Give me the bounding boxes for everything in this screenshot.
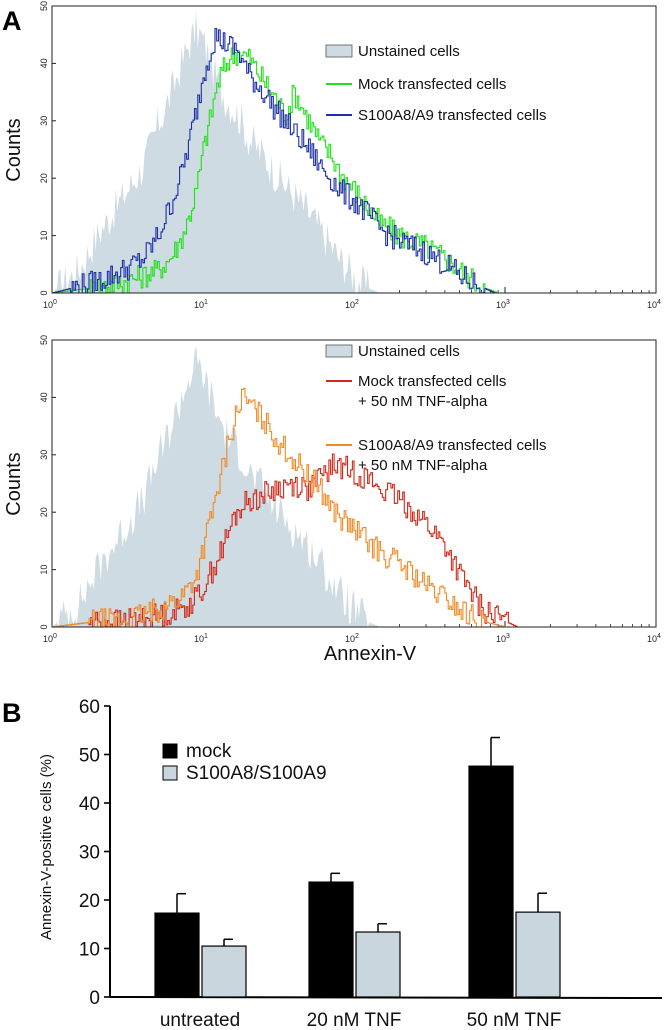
top-series-2 [52,28,495,294]
histogram-bottom-legend: Unstained cells Mock transfected cells + 5… [325,343,546,474]
bar-chart-bars: untreated 20 nM TNF 50 nM TNF [154,736,562,1030]
bar-mock [154,912,200,998]
bar-y-tick-label: 30 [79,843,100,864]
y-tick-label: 40 [39,392,49,402]
x-tick-label: 102 [345,633,359,644]
histogram-bottom-y-label: Counts [3,452,25,515]
histogram-bottom: 0 10 20 30 40 50 100 101 102 103 104 Unstained cel… [3,335,661,665]
y-tick-label: 30 [39,116,49,126]
bottom-series-2 [52,387,506,628]
x-tick-label: 101 [194,299,208,310]
histogram-top-frame [51,5,657,294]
bar-y-tick-label: 20 [79,891,100,912]
bar-legend-swatch [162,743,178,759]
legend-label-line2: + 50 nM TNF-alpha [358,457,488,474]
histogram-top-legend: Unstained cells Mock transfected cells S10… [325,43,546,124]
bar-chart-y-label: Annexin-V-positive cells (%) [38,754,55,940]
x-tick-label: 101 [194,633,208,644]
legend-swatch-unstained [325,344,353,358]
y-tick-label: 10 [39,565,49,575]
y-tick-label: 10 [39,231,49,241]
x-tick-label: 104 [647,633,661,644]
top-series-unstained [52,9,381,294]
bar-s100 [515,911,561,998]
bar-y-tick-label: 40 [79,794,100,815]
y-tick-label: 30 [39,450,49,460]
x-tick-label: 100 [43,299,57,310]
legend-label: S100A8/A9 transfected cells [358,107,546,124]
histogram-top-y-label: Counts [3,118,25,181]
y-tick-label: 20 [39,507,49,517]
bar-y-tick-label: 60 [79,697,100,718]
bottom-series-1 [52,453,518,628]
histogram-bottom-series [52,345,518,628]
bar-s100 [355,931,401,998]
x-tick-label: 103 [496,299,510,310]
x-tick-label: 100 [43,633,57,644]
bar-mock [308,881,354,998]
x-tick-label: 102 [345,299,359,310]
bar-category-label: 50 nM TNF [467,1010,562,1030]
x-tick-label: 104 [647,299,661,310]
histogram-top: 0 10 20 30 40 50 100 101 102 103 104 Unstained cel… [3,1,661,310]
bar-legend-label: mock [186,741,232,762]
panel-label-b: B [2,698,22,728]
legend-label: Unstained cells [358,43,460,60]
x-tick-label: 103 [496,633,510,644]
y-tick-label: 20 [39,173,49,183]
histogram-top-series [52,9,656,294]
bar-mock [468,765,514,998]
panel-label-a: A [2,6,22,36]
y-tick-label: 40 [39,58,49,68]
bar-s100 [201,945,247,998]
legend-label: Mock transfected cells [358,76,506,93]
y-tick-label: 50 [39,1,49,11]
histogram-bottom-x-label: Annexin-V [324,643,417,665]
bar-y-tick-label: 50 [79,746,100,767]
bar-legend-swatch [162,765,178,781]
bar-category-label: 20 nM TNF [307,1010,402,1030]
bar-y-tick-label: 10 [79,940,100,961]
legend-label: S100A8/A9 transfected cells [358,437,546,454]
bar-category-label: untreated [160,1010,240,1030]
y-tick-label: 0 [39,624,49,629]
y-tick-label: 0 [39,290,49,295]
y-tick-label: 50 [39,335,49,345]
top-series-1 [52,47,656,294]
legend-label-line2: + 50 nM TNF-alpha [358,393,488,410]
bar-legend-label: S100A8/S100A9 [186,763,327,784]
bottom-series-unstained [52,345,381,627]
legend-label: Unstained cells [358,343,460,360]
bar-y-tick-label: 0 [89,988,100,1009]
legend-swatch-unstained [325,44,353,58]
histogram-bottom-frame [51,339,657,628]
bar-chart: 0 10 20 30 40 50 60 untreated 20 nM TNF 50 nM TN… [38,697,663,1030]
legend-label: Mock transfected cells [358,373,506,390]
